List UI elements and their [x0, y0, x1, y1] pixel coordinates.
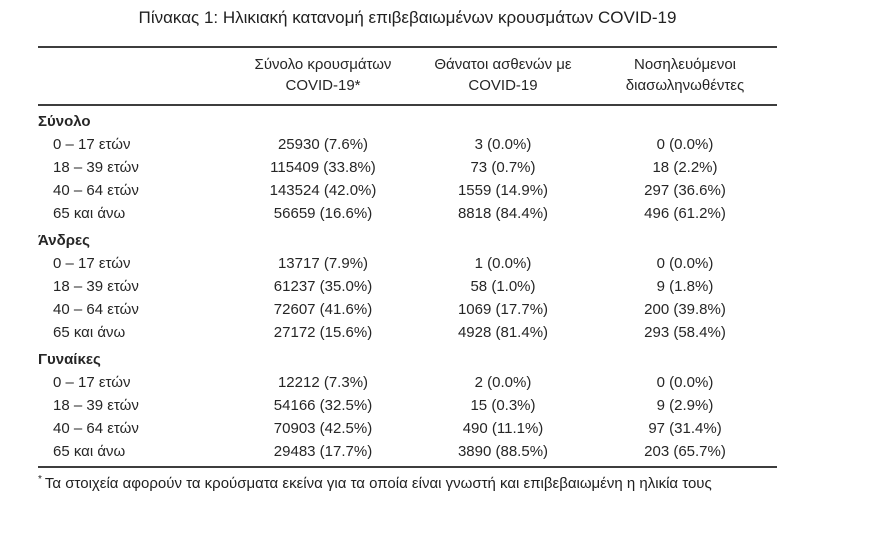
deaths-value: 3 (0.0%): [474, 136, 532, 153]
table-bottom-padding: [38, 463, 777, 466]
age-label: 65 και άνω: [53, 443, 126, 460]
cases-value: 13717 (7.9%): [277, 255, 369, 272]
section-label-men: Άνδρες: [38, 232, 90, 249]
deaths-value: 1069 (17.7%): [457, 301, 549, 318]
intubated-value: 0 (0.0%): [656, 255, 714, 272]
age-label: 0 – 17 ετών: [53, 374, 131, 391]
intubated-value: 496 (61.2%): [644, 205, 726, 222]
table-row: 18 – 39 ετών 54166 (32.5%) 15 (0.3%) 9 (…: [38, 394, 777, 417]
header-total-cases: Σύνολο κρουσμάτων COVID-19*: [233, 54, 413, 96]
age-label: 65 και άνω: [53, 324, 126, 341]
deaths-value: 1 (0.0%): [474, 255, 532, 272]
cases-value: 72607 (41.6%): [273, 301, 373, 318]
header-intubated-line1: Νοσηλευόμενοι: [633, 56, 736, 73]
intubated-value: 203 (65.7%): [644, 443, 726, 460]
intubated-value: 293 (58.4%): [644, 324, 726, 341]
deaths-value: 58 (1.0%): [470, 278, 536, 295]
cases-value: 115409 (33.8%): [270, 159, 376, 176]
table-row: 0 – 17 ετών 12212 (7.3%) 2 (0.0%) 0 (0.0…: [38, 371, 777, 394]
table-row: 65 και άνω 29483 (17.7%) 3890 (88.5%) 20…: [38, 440, 777, 463]
cases-value: 25930 (7.6%): [277, 136, 369, 153]
cases-value: 70903 (42.5%): [273, 420, 373, 437]
table-header-row: Σύνολο κρουσμάτων COVID-19* Θάνατοι ασθε…: [38, 48, 777, 106]
deaths-value: 8818 (84.4%): [457, 205, 549, 222]
deaths-value: 15 (0.3%): [470, 397, 536, 414]
header-empty-cell: [38, 54, 233, 96]
header-deaths: Θάνατοι ασθενών με COVID-19: [413, 54, 593, 96]
intubated-value: 9 (1.8%): [656, 278, 714, 295]
deaths-value: 490 (11.1%): [462, 420, 544, 437]
covid-age-distribution-table: Σύνολο κρουσμάτων COVID-19* Θάνατοι ασθε…: [38, 46, 777, 468]
header-deaths-line1: Θάνατοι ασθενών με: [434, 56, 572, 73]
cases-value: 56659 (16.6%): [273, 205, 373, 222]
age-label: 0 – 17 ετών: [53, 255, 131, 272]
deaths-value: 2 (0.0%): [474, 374, 532, 391]
page-title: Πίνακας 1: Ηλικιακή κατανομή επιβεβαιωμέ…: [138, 8, 677, 27]
intubated-value: 297 (36.6%): [644, 182, 726, 199]
header-deaths-line2: COVID-19: [468, 77, 538, 94]
section-label-total: Σύνολο: [38, 113, 91, 130]
age-label: 65 και άνω: [53, 205, 126, 222]
table-row: 65 και άνω 56659 (16.6%) 8818 (84.4%) 49…: [38, 202, 777, 225]
age-label: 40 – 64 ετών: [53, 182, 139, 199]
table-row: 65 και άνω 27172 (15.6%) 4928 (81.4%) 29…: [38, 321, 777, 344]
table-row: 18 – 39 ετών 115409 (33.8%) 73 (0.7%) 18…: [38, 156, 777, 179]
deaths-value: 73 (0.7%): [470, 159, 536, 176]
section-label-women: Γυναίκες: [38, 351, 101, 368]
intubated-value: 0 (0.0%): [656, 374, 714, 391]
header-total-cases-line1: Σύνολο κρουσμάτων: [254, 56, 392, 73]
table-footnote: * Τα στοιχεία αφορούν τα κρούσματα εκείνα…: [38, 470, 838, 493]
deaths-value: 4928 (81.4%): [457, 324, 549, 341]
age-label: 0 – 17 ετών: [53, 136, 131, 153]
cases-value: 29483 (17.7%): [273, 443, 373, 460]
cases-value: 12212 (7.3%): [277, 374, 369, 391]
age-label: 18 – 39 ετών: [53, 397, 139, 414]
intubated-value: 9 (2.9%): [656, 397, 714, 414]
age-label: 18 – 39 ετών: [53, 159, 139, 176]
cases-value: 61237 (35.0%): [273, 278, 373, 295]
table-row: 40 – 64 ετών 72607 (41.6%) 1069 (17.7%) …: [38, 298, 777, 321]
table-row: 18 – 39 ετών 61237 (35.0%) 58 (1.0%) 9 (…: [38, 275, 777, 298]
table-row: 40 – 64 ετών 143524 (42.0%) 1559 (14.9%)…: [38, 179, 777, 202]
intubated-value: 200 (39.8%): [644, 301, 726, 318]
cases-value: 27172 (15.6%): [273, 324, 373, 341]
footnote-text: Τα στοιχεία αφορούν τα κρούσματα εκείνα …: [44, 475, 712, 492]
table-row: 40 – 64 ετών 70903 (42.5%) 490 (11.1%) 9…: [38, 417, 777, 440]
intubated-value: 18 (2.2%): [652, 159, 718, 176]
intubated-value: 0 (0.0%): [656, 136, 714, 153]
header-intubated: Νοσηλευόμενοι διασωληνωθέντες: [593, 54, 777, 96]
age-label: 40 – 64 ετών: [53, 420, 139, 437]
intubated-value: 97 (31.4%): [648, 420, 722, 437]
deaths-value: 3890 (88.5%): [457, 443, 549, 460]
deaths-value: 1559 (14.9%): [457, 182, 549, 199]
header-total-cases-line2: COVID-19*: [285, 77, 361, 94]
cases-value: 54166 (32.5%): [273, 397, 373, 414]
age-label: 40 – 64 ετών: [53, 301, 139, 318]
table-row: 0 – 17 ετών 25930 (7.6%) 3 (0.0%) 0 (0.0…: [38, 133, 777, 156]
header-intubated-line2: διασωληνωθέντες: [625, 77, 745, 94]
cases-value: 143524 (42.0%): [269, 182, 377, 199]
footnote-marker: *: [38, 474, 42, 485]
age-label: 18 – 39 ετών: [53, 278, 139, 295]
table-row: 0 – 17 ετών 13717 (7.9%) 1 (0.0%) 0 (0.0…: [38, 252, 777, 275]
